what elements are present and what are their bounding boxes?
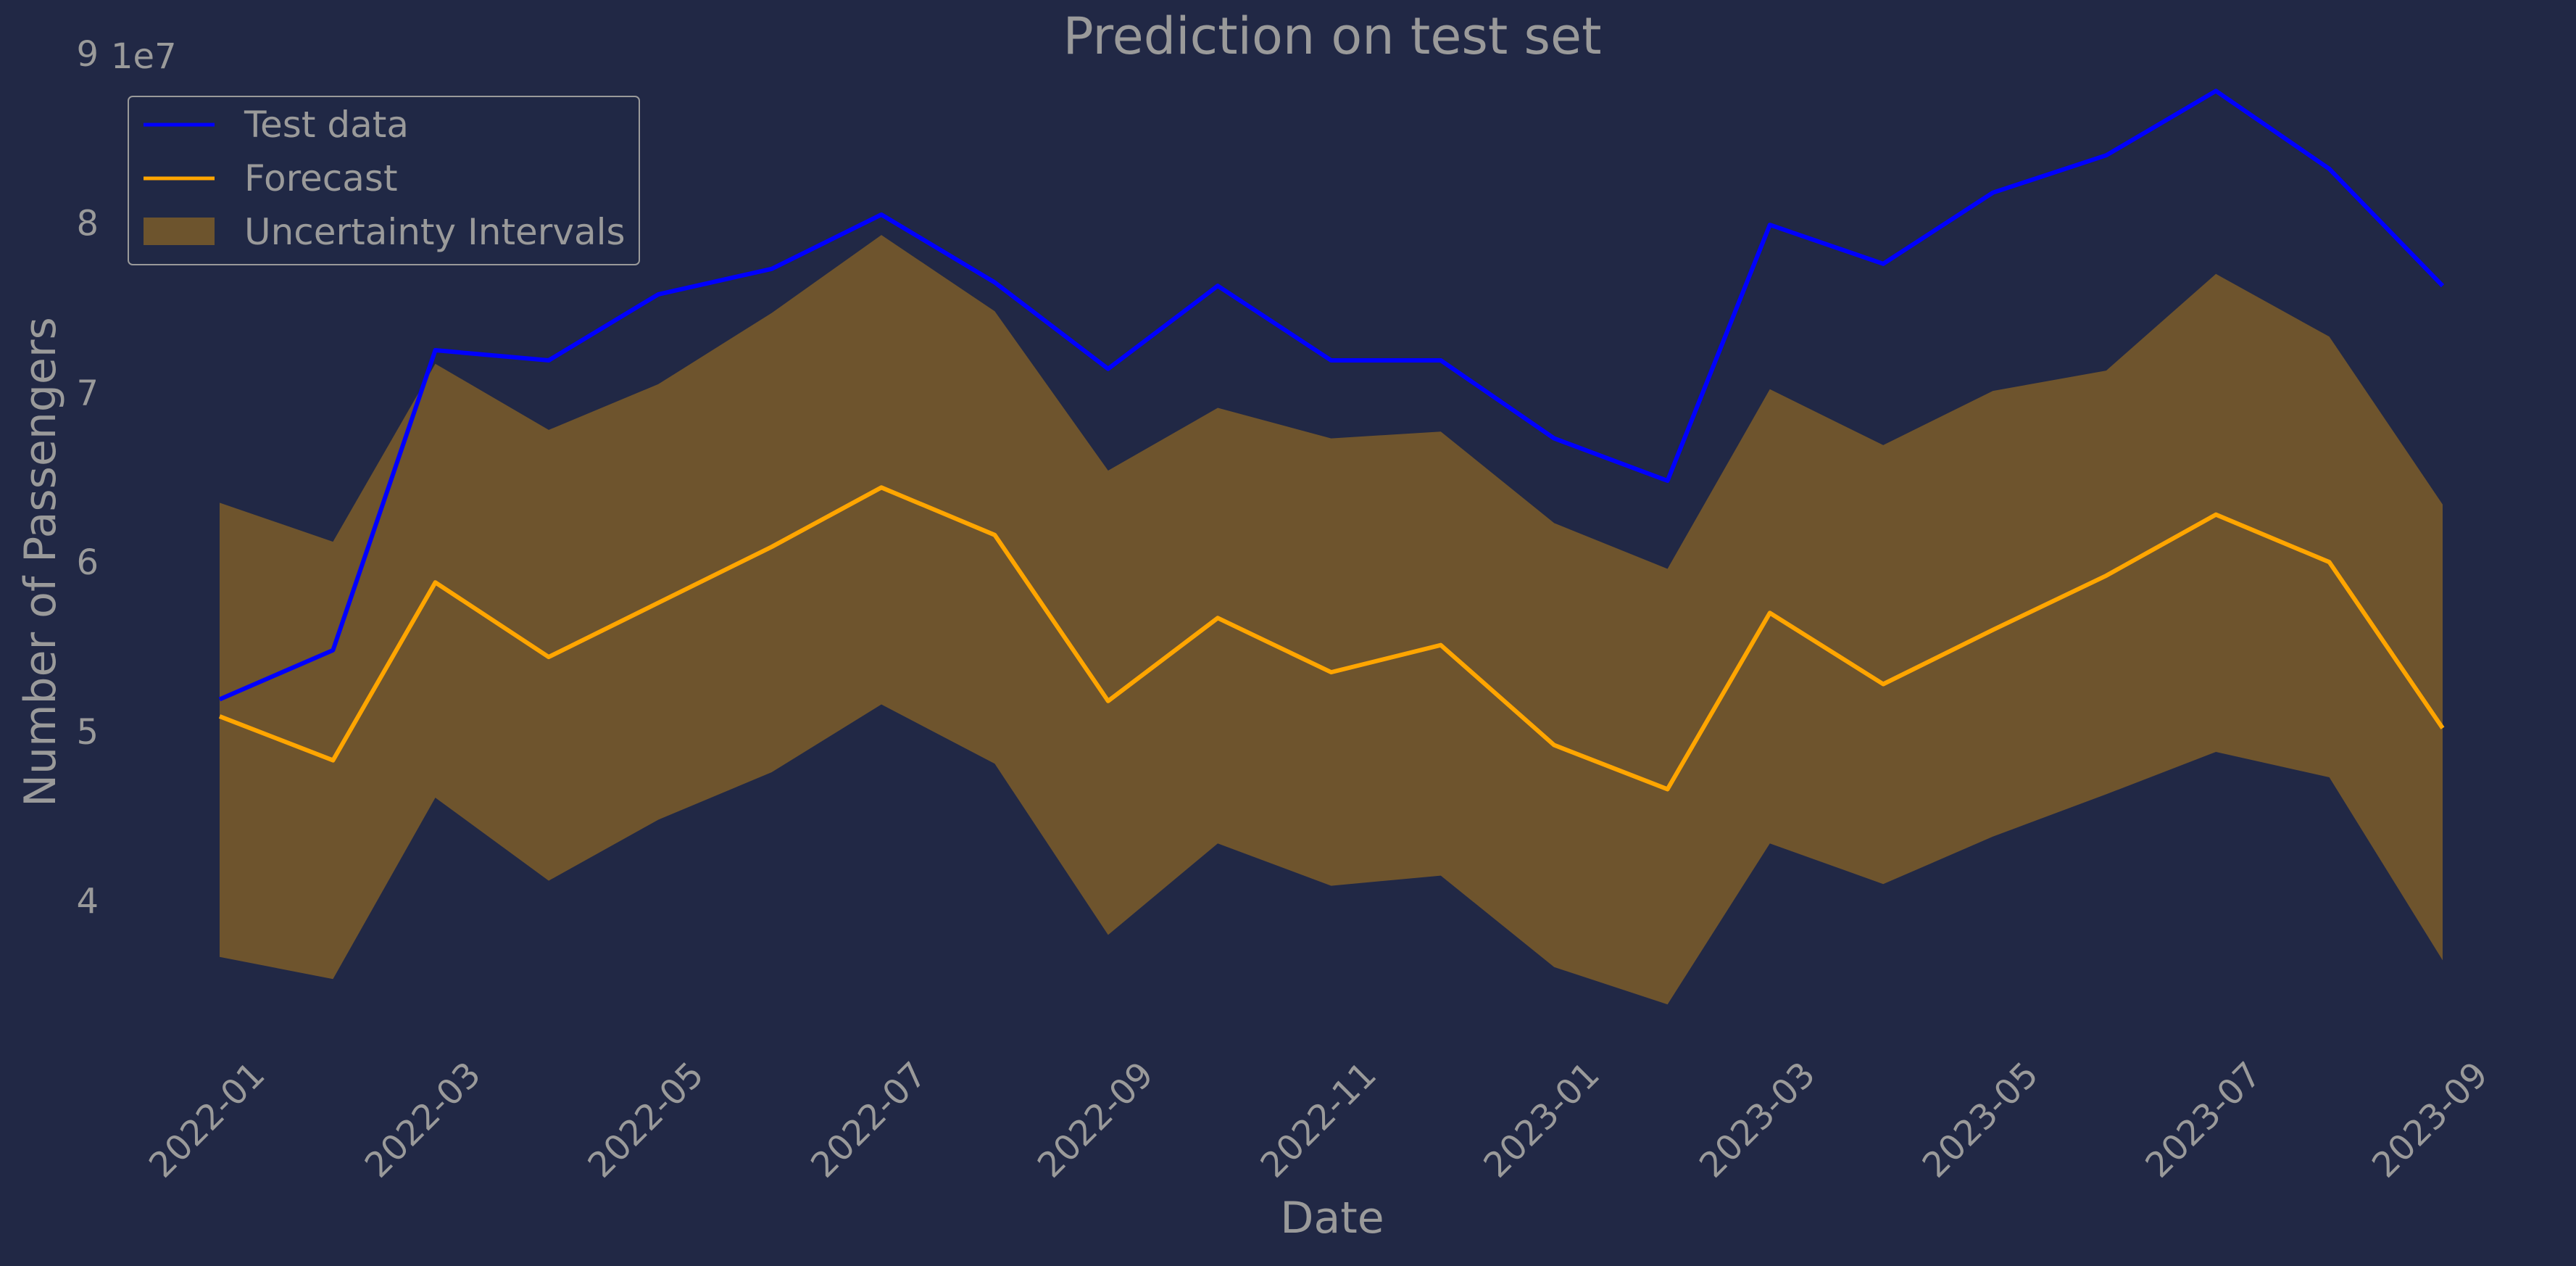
legend-swatch-uncertainty-intervals	[144, 218, 215, 245]
y-axis-label: Number of Passengers	[15, 317, 66, 807]
legend-label-test-data: Test data	[244, 104, 409, 146]
series-line-test-data	[218, 88, 2445, 702]
chart-title: Prediction on test set	[1063, 7, 1601, 66]
y-tick-label: 5	[76, 712, 99, 753]
plot-area	[218, 88, 2445, 1005]
legend: Test data Forecast Uncertainty Intervals	[128, 96, 640, 265]
y-tick-label: 6	[76, 542, 99, 583]
y-tick-label: 8	[76, 204, 99, 244]
y-tick-label: 4	[76, 882, 99, 922]
y-offset-label: 1e7	[111, 36, 177, 77]
y-tick-label: 9	[76, 34, 99, 75]
x-axis-label: Date	[1280, 1193, 1384, 1244]
legend-frame	[128, 96, 640, 265]
legend-label-forecast: Forecast	[244, 157, 398, 199]
uncertainty-band	[220, 235, 2443, 1005]
legend-label-uncertainty-intervals: Uncertainty Intervals	[244, 211, 626, 253]
y-tick-label: 7	[76, 373, 99, 414]
y-axis-ticks: 4 5 6 7 8 9	[76, 34, 99, 922]
series-line-forecast	[218, 485, 2445, 792]
